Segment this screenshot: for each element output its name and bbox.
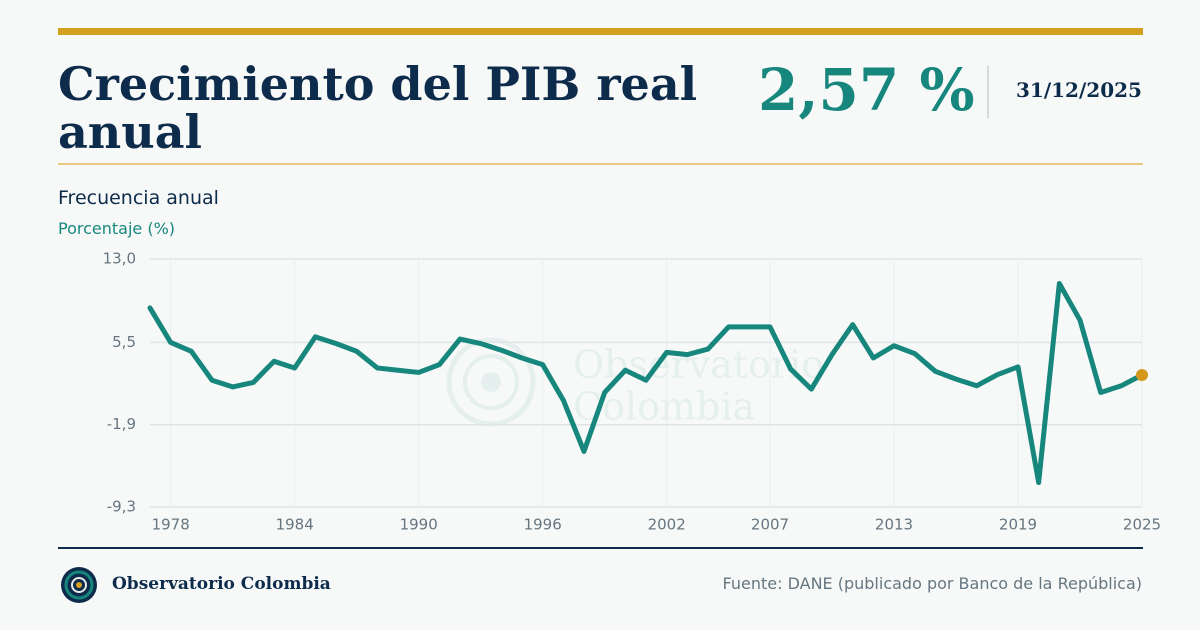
line bbox=[147, 280, 1145, 486]
x-tick-label: 2002 bbox=[648, 516, 686, 534]
y-axis-label: Porcentaje (%) bbox=[58, 219, 176, 238]
x-tick-label: 2019 bbox=[999, 516, 1037, 534]
x-tick-label: 2007 bbox=[751, 516, 789, 534]
x-tick-label: 1978 bbox=[152, 516, 190, 534]
x-tick-label: 1984 bbox=[276, 516, 314, 534]
last-point bbox=[1136, 368, 1148, 381]
y-tick-label: -1,9 bbox=[107, 415, 136, 433]
x-tick-label: 1990 bbox=[400, 516, 438, 534]
headline-value: 2,57 % bbox=[758, 56, 975, 124]
source: Fuente: DANE (publicado por Banco de la … bbox=[722, 574, 1142, 593]
x-tick-label: 2025 bbox=[1123, 516, 1161, 534]
top-bar bbox=[58, 28, 1143, 35]
x-tick-label: 2013 bbox=[875, 516, 913, 534]
title: Crecimiento del PIB real anual bbox=[58, 57, 698, 159]
x-tick-label: 1996 bbox=[524, 516, 562, 534]
brand: Observatorio Colombia bbox=[112, 574, 331, 594]
watermark bbox=[446, 337, 536, 427]
logo bbox=[61, 567, 97, 603]
y-tick-label: -9,3 bbox=[107, 498, 136, 516]
y-tick-label: 13,0 bbox=[103, 250, 136, 268]
date: 31/12/2025 bbox=[1016, 78, 1142, 102]
y-tick-label: 5,5 bbox=[112, 333, 136, 351]
subtitle: Frecuencia anual bbox=[58, 187, 219, 209]
